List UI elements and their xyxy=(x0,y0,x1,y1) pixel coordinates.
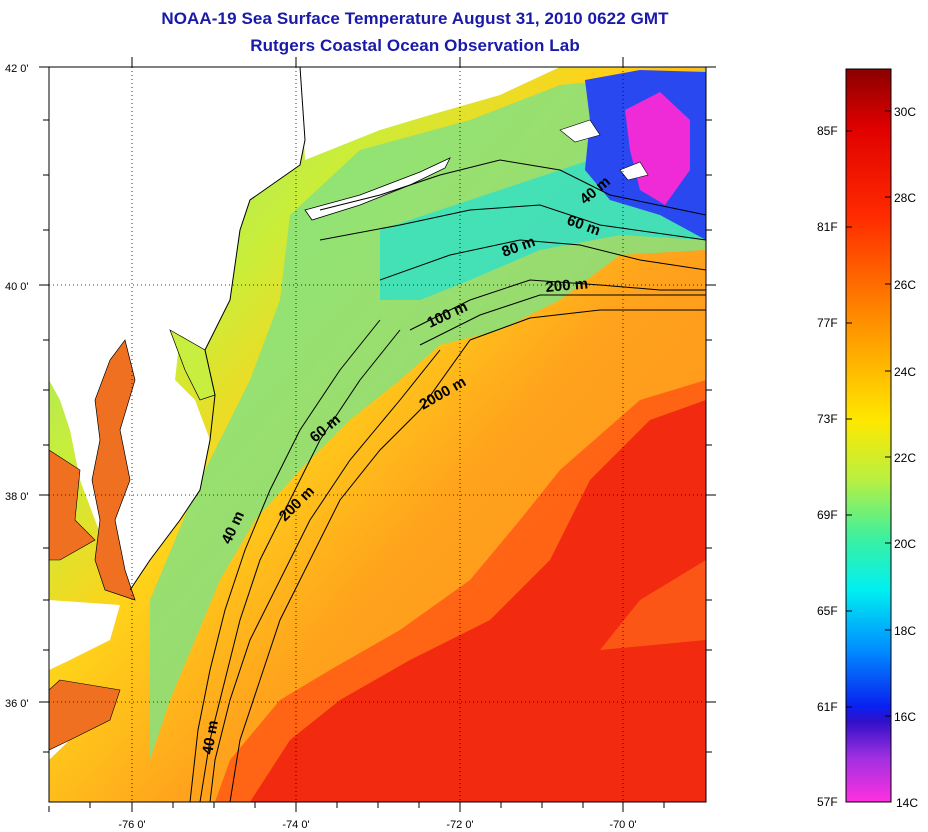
colorbar-f-73: 73F xyxy=(817,412,838,426)
lon-label--76: -76 0' xyxy=(118,819,145,831)
bay-tributaries xyxy=(49,449,96,561)
colorbar-f-77: 77F xyxy=(817,316,838,330)
colorbar-ticks xyxy=(846,110,891,717)
colorbar-c-28: 28C xyxy=(894,191,916,205)
coastline xyxy=(129,67,306,591)
axis-ticks xyxy=(39,57,716,812)
graticule xyxy=(49,67,706,802)
pamlico-sound xyxy=(49,679,121,751)
colorbar-gradient xyxy=(845,68,892,803)
contour-label-40m-southmost: 40 m xyxy=(199,719,222,756)
colorbar-f-65: 65F xyxy=(817,604,838,618)
map-title: NOAA-19 Sea Surface Temperature August 3… xyxy=(161,9,669,28)
gulf-stream-core xyxy=(250,400,706,802)
isobath-60m-south xyxy=(199,329,401,802)
isobath-40m xyxy=(319,159,706,216)
colorbar-f-81: 81F xyxy=(817,220,838,234)
land-new-england xyxy=(300,67,560,160)
island-marthas-vineyard xyxy=(559,119,601,143)
lon-label--74: -74 0' xyxy=(282,819,309,831)
isobath-100m xyxy=(409,279,706,331)
colorbar-f-85: 85F xyxy=(817,124,838,138)
colorbar-c-18: 18C xyxy=(894,624,916,638)
colorbar-f-69: 69F xyxy=(817,508,838,522)
isobath-80m xyxy=(379,239,706,281)
colorbar-c-20: 20C xyxy=(894,537,916,551)
lat-label-40: 40 0' xyxy=(5,281,29,293)
map-subtitle: Rutgers Coastal Ocean Observation Lab xyxy=(250,36,580,55)
colorbar-c-26: 26C xyxy=(894,278,916,292)
island-nantucket xyxy=(619,161,649,181)
lat-label-36: 36 0' xyxy=(5,698,29,710)
colorbar-c-30: 30C xyxy=(894,105,916,119)
warm-band-eddy xyxy=(600,560,706,650)
colorbar-c-16: 16C xyxy=(894,710,916,724)
isobath-contours xyxy=(189,159,706,802)
colorbar-c-24: 24C xyxy=(894,365,916,379)
lat-label-38: 38 0' xyxy=(5,491,29,503)
map-panel: 40 m 60 m 80 m 200 m 100 m 2000 m 60 m 2… xyxy=(49,67,706,802)
colorbar-c-22: 22C xyxy=(894,451,916,465)
lat-label-42: 42 0' xyxy=(5,63,29,75)
chesapeake-bay xyxy=(91,339,136,601)
isobath-2000m-north xyxy=(469,309,706,341)
isobath-2000m-south xyxy=(229,339,471,802)
lon-label--72: -72 0' xyxy=(446,819,473,831)
isobath-200m-south xyxy=(209,349,441,802)
delaware-bay xyxy=(169,329,216,401)
isobath-200m-north xyxy=(419,294,706,346)
isobath-60m xyxy=(319,204,706,241)
isobath-40m-south xyxy=(189,319,381,802)
lon-label--70: -70 0' xyxy=(609,819,636,831)
colorbar-f-61: 61F xyxy=(817,700,838,714)
contour-label-200m-north: 200 m xyxy=(545,275,589,296)
colorbar-f-57: 57F xyxy=(817,795,838,809)
land-virginia xyxy=(49,600,120,670)
colorbar: 85F 81F 77F 73F 69F 65F 61F 57F 30C 28C … xyxy=(817,68,918,810)
colorbar-c-14: 14C xyxy=(896,796,918,810)
